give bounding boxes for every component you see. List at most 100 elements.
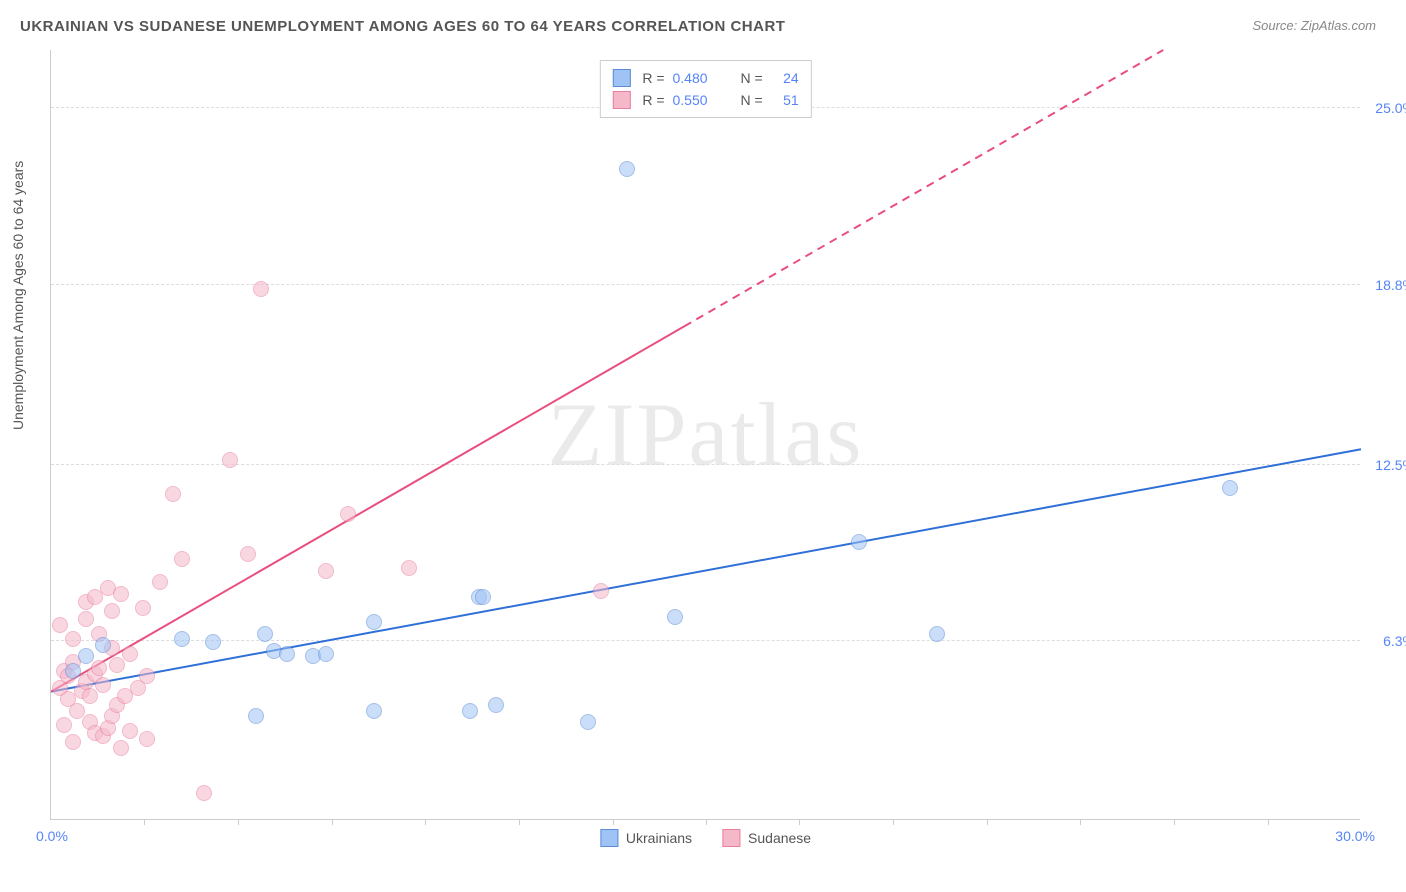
x-tick [332, 819, 333, 825]
data-point-sudanese [122, 723, 138, 739]
x-tick [1080, 819, 1081, 825]
data-point-sudanese [52, 617, 68, 633]
gridline: 18.8% [51, 284, 1360, 285]
data-point-sudanese [104, 603, 120, 619]
y-tick-label: 12.5% [1375, 457, 1406, 473]
data-point-ukrainians [1222, 480, 1238, 496]
series-legend: Ukrainians Sudanese [600, 829, 811, 847]
data-point-ukrainians [475, 589, 491, 605]
data-point-sudanese [240, 546, 256, 562]
x-tick [893, 819, 894, 825]
data-point-ukrainians [95, 637, 111, 653]
x-tick [238, 819, 239, 825]
y-axis-label: Unemployment Among Ages 60 to 64 years [10, 161, 26, 430]
watermark-thin: atlas [689, 385, 864, 484]
data-point-sudanese [69, 703, 85, 719]
data-point-ukrainians [78, 648, 94, 664]
data-point-sudanese [318, 563, 334, 579]
data-point-ukrainians [462, 703, 478, 719]
data-point-ukrainians [366, 614, 382, 630]
data-point-ukrainians [851, 534, 867, 550]
x-tick [613, 819, 614, 825]
y-tick-label: 6.3% [1383, 633, 1406, 649]
data-point-ukrainians [318, 646, 334, 662]
legend-swatch-ukrainians [612, 69, 630, 87]
watermark: ZIPatlas [548, 383, 864, 486]
data-point-sudanese [401, 560, 417, 576]
data-point-ukrainians [174, 631, 190, 647]
data-point-ukrainians [257, 626, 273, 642]
legend-r-value-ukrainians: 0.480 [673, 70, 723, 86]
data-point-sudanese [222, 452, 238, 468]
legend-n-label: N = [741, 70, 763, 86]
x-tick [987, 819, 988, 825]
data-point-sudanese [152, 574, 168, 590]
trend-line [51, 449, 1361, 691]
chart-title: UKRAINIAN VS SUDANESE UNEMPLOYMENT AMONG… [20, 18, 785, 35]
data-point-ukrainians [279, 646, 295, 662]
legend-swatch-ukrainians-bottom [600, 829, 618, 847]
legend-item-ukrainians: Ukrainians [600, 829, 692, 847]
data-point-ukrainians [619, 161, 635, 177]
y-tick-label: 18.8% [1375, 277, 1406, 293]
legend-n-value-ukrainians: 24 [771, 70, 799, 86]
data-point-sudanese [593, 583, 609, 599]
data-point-ukrainians [366, 703, 382, 719]
x-tick [144, 819, 145, 825]
data-point-ukrainians [580, 714, 596, 730]
legend-item-sudanese: Sudanese [722, 829, 811, 847]
data-point-ukrainians [667, 609, 683, 625]
x-tick [1174, 819, 1175, 825]
data-point-sudanese [113, 586, 129, 602]
legend-label-ukrainians: Ukrainians [626, 830, 692, 846]
x-axis-min-label: 0.0% [36, 828, 68, 844]
legend-n-value-sudanese: 51 [771, 92, 799, 108]
data-point-ukrainians [205, 634, 221, 650]
plot-area: ZIPatlas 6.3%12.5%18.8%25.0% R = 0.480 N… [50, 50, 1360, 820]
correlation-legend: R = 0.480 N = 24 R = 0.550 N = 51 [599, 60, 811, 118]
x-tick [706, 819, 707, 825]
data-point-sudanese [340, 506, 356, 522]
data-point-ukrainians [65, 663, 81, 679]
legend-r-value-sudanese: 0.550 [673, 92, 723, 108]
data-point-sudanese [122, 646, 138, 662]
x-axis-max-label: 30.0% [1335, 828, 1375, 844]
data-point-ukrainians [929, 626, 945, 642]
data-point-sudanese [65, 631, 81, 647]
data-point-sudanese [78, 611, 94, 627]
data-point-sudanese [135, 600, 151, 616]
data-point-sudanese [65, 734, 81, 750]
legend-swatch-sudanese [612, 91, 630, 109]
data-point-sudanese [95, 677, 111, 693]
x-tick [519, 819, 520, 825]
data-point-sudanese [165, 486, 181, 502]
data-point-ukrainians [488, 697, 504, 713]
trend-line [51, 326, 684, 691]
trend-lines-svg [51, 50, 1360, 819]
source-attribution: Source: ZipAtlas.com [1252, 18, 1376, 33]
legend-row-ukrainians: R = 0.480 N = 24 [612, 67, 798, 89]
data-point-sudanese [196, 785, 212, 801]
legend-n-label: N = [741, 92, 763, 108]
x-tick [1268, 819, 1269, 825]
data-point-sudanese [139, 668, 155, 684]
legend-row-sudanese: R = 0.550 N = 51 [612, 89, 798, 111]
data-point-sudanese [139, 731, 155, 747]
legend-r-label: R = [642, 92, 664, 108]
gridline: 12.5% [51, 464, 1360, 465]
data-point-sudanese [91, 660, 107, 676]
x-tick [799, 819, 800, 825]
data-point-sudanese [56, 717, 72, 733]
legend-r-label: R = [642, 70, 664, 86]
data-point-ukrainians [248, 708, 264, 724]
data-point-sudanese [253, 281, 269, 297]
x-tick [425, 819, 426, 825]
y-tick-label: 25.0% [1375, 100, 1406, 116]
watermark-bold: ZIP [548, 385, 689, 484]
data-point-sudanese [109, 657, 125, 673]
data-point-sudanese [113, 740, 129, 756]
gridline: 6.3% [51, 640, 1360, 641]
legend-label-sudanese: Sudanese [748, 830, 811, 846]
legend-swatch-sudanese-bottom [722, 829, 740, 847]
data-point-sudanese [174, 551, 190, 567]
